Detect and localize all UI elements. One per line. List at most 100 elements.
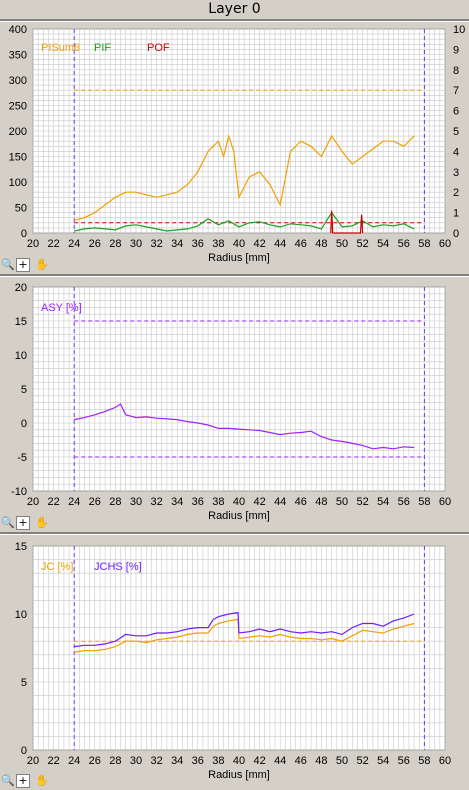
x-tick-label: 46 <box>295 238 307 250</box>
y-tick-label: 300 <box>9 75 27 87</box>
y2-tick-label: 0 <box>453 228 459 240</box>
y-tick-label: 0 <box>21 745 27 757</box>
x-tick-label: 26 <box>89 755 101 767</box>
x-tick-label: 38 <box>212 496 224 508</box>
y2-tick-label: 9 <box>453 44 459 56</box>
x-tick-label: 24 <box>68 238 80 250</box>
x-tick-label: 48 <box>315 496 327 508</box>
x-tick-label: 40 <box>233 496 245 508</box>
x-tick-label: 28 <box>109 238 121 250</box>
x-tick-label: 32 <box>150 755 162 767</box>
chart-jitter: 20 22 24 26 28 30 32 34 36 38 40 42 44 46 48 50 52 54 56 58… <box>15 541 451 781</box>
x-tick-label: 60 <box>439 496 451 508</box>
y-tick-label: 350 <box>9 50 27 62</box>
y-tick-label: 15 <box>15 316 27 328</box>
legend-label: ASY [%] <box>41 302 82 314</box>
y-tick-label: 100 <box>9 177 27 189</box>
y2-tick-label: 1 <box>453 208 459 220</box>
y2-tick-label: 6 <box>453 106 459 118</box>
y-tick-label: 150 <box>9 152 27 164</box>
x-tick-label: 34 <box>171 496 183 508</box>
y-tick-label: 250 <box>9 101 27 113</box>
hand-icon[interactable]: ✋ <box>35 258 49 271</box>
y-tick-label: 50 <box>15 203 27 215</box>
x-tick-label: 34 <box>171 755 183 767</box>
y-tick-label: -10 <box>11 486 27 498</box>
y2-tick-label: 10 <box>453 24 465 36</box>
x-tick-label: 32 <box>150 238 162 250</box>
x-tick-label: 44 <box>274 496 286 508</box>
series-line <box>74 133 415 221</box>
x-tick-label: 20 <box>27 496 39 508</box>
x-tick-label: 28 <box>109 496 121 508</box>
x-tick-label: 36 <box>192 238 204 250</box>
y2-tick-label: 7 <box>453 85 459 97</box>
series-line <box>74 403 415 450</box>
x-tick-label: 60 <box>439 238 451 250</box>
x-axis-label: Radius [mm] <box>208 769 270 781</box>
x-tick-label: 60 <box>439 755 451 767</box>
y-tick-label: 5 <box>21 384 27 396</box>
y-tick-label: 5 <box>21 677 27 689</box>
zoom-icon[interactable]: 🔍 <box>1 516 15 529</box>
zoom-icon[interactable]: 🔍 <box>1 258 15 271</box>
x-tick-label: 38 <box>212 238 224 250</box>
x-tick-label: 54 <box>377 755 389 767</box>
y2-tick-label: 3 <box>453 167 459 179</box>
zoom-icon[interactable]: 🔍 <box>1 774 15 787</box>
x-tick-label: 42 <box>253 496 265 508</box>
x-tick-label: 56 <box>398 755 410 767</box>
x-tick-label: 40 <box>233 755 245 767</box>
x-tick-label: 50 <box>336 238 348 250</box>
x-tick-label: 36 <box>192 755 204 767</box>
legend-label: JC [%] <box>41 561 73 573</box>
series-line <box>74 611 415 648</box>
chart-pi-errors: 20 22 24 26 28 30 32 34 36 38 40 42 44 46 48 50 52 54 56 58… <box>9 24 466 264</box>
x-tick-label: 36 <box>192 496 204 508</box>
x-tick-label: 54 <box>377 238 389 250</box>
x-tick-label: 26 <box>89 238 101 250</box>
x-tick-label: 58 <box>418 496 430 508</box>
legend-label: PIF <box>94 42 111 54</box>
x-tick-label: 52 <box>356 755 368 767</box>
x-tick-label: 44 <box>274 238 286 250</box>
y-tick-label: 0 <box>21 228 27 240</box>
x-tick-label: 54 <box>377 496 389 508</box>
x-tick-label: 50 <box>336 496 348 508</box>
y2-tick-label: 8 <box>453 65 459 77</box>
plus-icon[interactable]: + <box>16 258 30 272</box>
x-tick-label: 50 <box>336 755 348 767</box>
x-tick-label: 44 <box>274 755 286 767</box>
window-title: Layer 0 <box>208 1 261 17</box>
y-tick-label: 400 <box>9 24 27 36</box>
y2-tick-label: 4 <box>453 146 459 158</box>
hand-icon[interactable]: ✋ <box>35 516 49 529</box>
plus-icon[interactable]: + <box>16 516 30 530</box>
x-tick-label: 30 <box>130 238 142 250</box>
y-tick-label: 20 <box>15 282 27 294</box>
x-tick-label: 46 <box>295 755 307 767</box>
panel-divider-1 <box>0 274 469 277</box>
y2-tick-label: 5 <box>453 126 459 138</box>
y-tick-label: 10 <box>15 350 27 362</box>
x-tick-label: 42 <box>253 238 265 250</box>
hand-icon[interactable]: ✋ <box>35 774 49 787</box>
x-tick-label: 30 <box>130 755 142 767</box>
y-tick-label: 15 <box>15 541 27 553</box>
y-tick-label: 200 <box>9 126 27 138</box>
chart-asymmetry: 20 22 24 26 28 30 32 34 36 38 40 42 44 46 48 50 52 54 56 58… <box>11 282 451 522</box>
x-tick-label: 24 <box>68 755 80 767</box>
x-tick-label: 42 <box>253 755 265 767</box>
x-tick-label: 34 <box>171 238 183 250</box>
x-tick-label: 24 <box>68 496 80 508</box>
y-tick-label: 0 <box>21 418 27 430</box>
x-axis-label: Radius [mm] <box>208 510 270 522</box>
legend-label: JCHS [%] <box>94 561 142 573</box>
x-tick-label: 26 <box>89 496 101 508</box>
plus-icon[interactable]: + <box>16 774 30 788</box>
x-tick-label: 52 <box>356 238 368 250</box>
x-tick-label: 56 <box>398 238 410 250</box>
x-tick-label: 48 <box>315 755 327 767</box>
legend-label: POF <box>147 42 170 54</box>
x-tick-label: 22 <box>47 755 59 767</box>
